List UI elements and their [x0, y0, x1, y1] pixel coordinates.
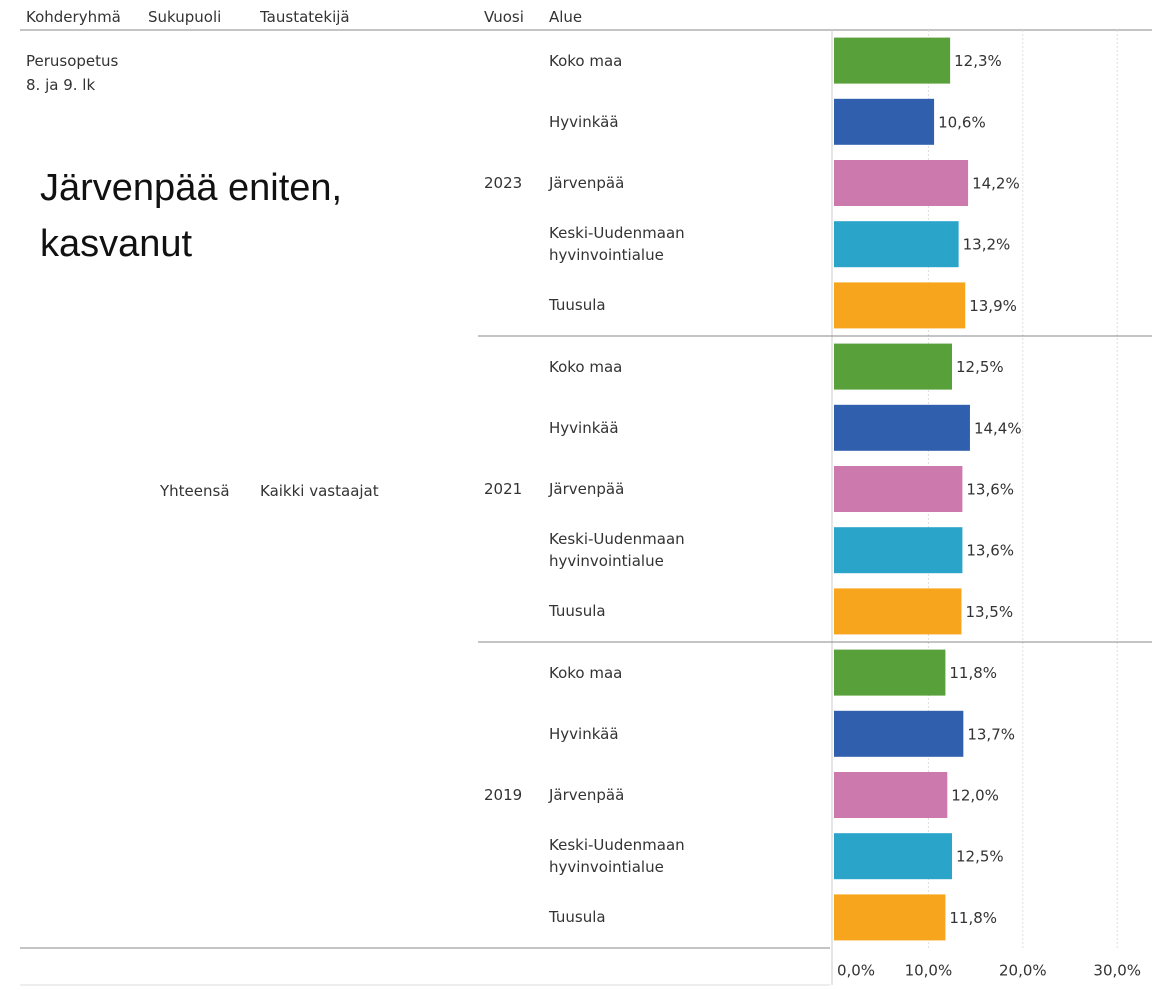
row-label: 8. ja 9. lk [26, 76, 96, 94]
value-label: 12,0% [951, 787, 999, 805]
value-label: 13,5% [965, 603, 1013, 621]
value-label: 12,5% [956, 848, 1004, 866]
year-label: 2023 [484, 174, 523, 192]
category-label: Hyvinkää [549, 112, 619, 131]
column-header: Vuosi [484, 8, 524, 26]
bar [834, 404, 970, 451]
row-label: Perusopetus [26, 52, 119, 70]
value-label: 12,3% [954, 52, 1002, 70]
value-label: 12,5% [956, 358, 1004, 376]
annotation: Järvenpää eniten, [40, 167, 343, 209]
row-label: Yhteensä [160, 482, 230, 500]
column-header: Sukupuoli [148, 8, 222, 26]
category-label: Järvenpää [549, 480, 625, 498]
bar [834, 527, 963, 574]
value-label: 13,7% [967, 725, 1015, 743]
value-label: 13,2% [963, 236, 1011, 254]
value-label: 10,6% [938, 113, 986, 131]
category-label: Keski-Uudenmaan hyvinvointialue [549, 836, 685, 877]
bar [834, 282, 966, 329]
x-tick-label: 0,0% [837, 962, 875, 980]
bar [834, 221, 959, 268]
bar [834, 98, 935, 145]
category-label: Koko maa [549, 51, 623, 70]
value-label: 14,2% [972, 175, 1020, 193]
column-header: Kohderyhmä [26, 8, 121, 26]
category-label: Järvenpää [549, 786, 625, 804]
category-label: Keski-Uudenmaan hyvinvointialue [549, 530, 685, 571]
x-tick-label: 10,0% [905, 962, 953, 980]
value-label: 11,8% [949, 664, 997, 682]
annotation: kasvanut [40, 223, 193, 265]
category-label: Järvenpää [549, 174, 625, 192]
bar [834, 894, 946, 941]
bar [834, 772, 948, 818]
bar [834, 160, 969, 206]
category-label: Tuusula [549, 908, 606, 927]
category-label: Tuusula [549, 296, 606, 315]
x-tick-label: 30,0% [1093, 962, 1141, 980]
category-label: Tuusula [549, 602, 606, 621]
bar [834, 833, 953, 880]
value-label: 13,9% [969, 297, 1017, 315]
bar [834, 588, 962, 635]
category-label: Hyvinkää [549, 418, 619, 437]
x-tick-label: 20,0% [999, 962, 1047, 980]
bar [834, 649, 946, 696]
category-label: Koko maa [549, 663, 623, 682]
category-label: Hyvinkää [549, 724, 619, 743]
row-label: Kaikki vastaajat [260, 482, 379, 500]
bar [834, 710, 964, 757]
bar [834, 343, 953, 390]
value-label: 14,4% [974, 419, 1022, 437]
year-label: 2019 [484, 786, 523, 804]
value-label: 13,6% [966, 481, 1014, 499]
bar [834, 466, 963, 512]
bar [834, 37, 951, 84]
value-label: 13,6% [966, 542, 1014, 560]
category-label: Koko maa [549, 357, 623, 376]
column-header: Alue [549, 8, 583, 26]
category-label: Keski-Uudenmaan hyvinvointialue [549, 224, 685, 265]
year-label: 2021 [484, 480, 523, 498]
value-label: 11,8% [949, 909, 997, 927]
column-header: Taustatekijä [260, 8, 350, 26]
